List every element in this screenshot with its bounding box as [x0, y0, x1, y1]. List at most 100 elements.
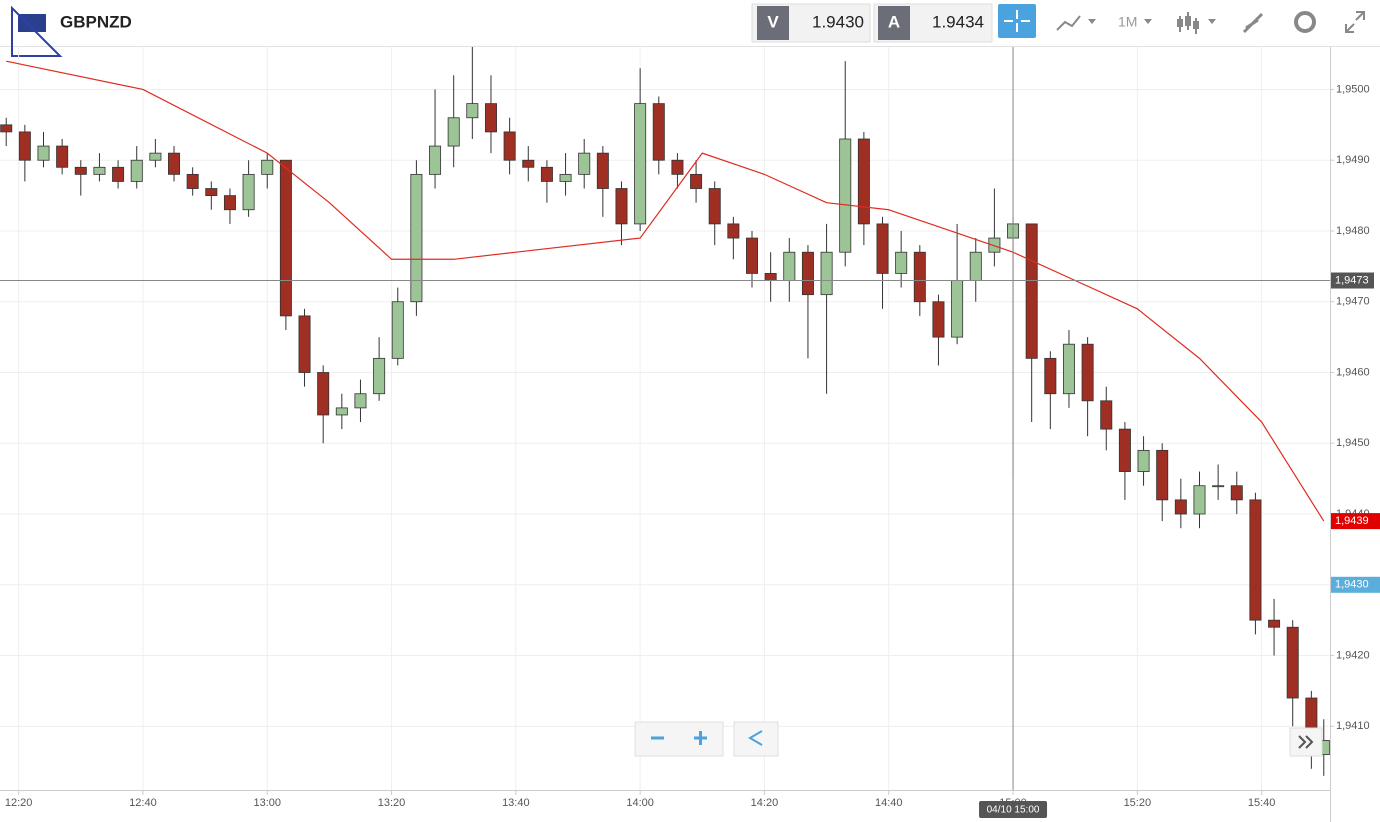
candle-body	[1230, 485, 1243, 501]
x-tick-label: 13:40	[502, 797, 530, 809]
flag-icon	[18, 14, 46, 32]
crosshair-x-label: 04/10 15:00	[987, 805, 1040, 816]
candle-body	[690, 173, 703, 189]
price-label: 1,9430	[1335, 579, 1369, 591]
candle-body	[484, 103, 497, 133]
toolbar	[0, 0, 1380, 47]
dropdown-arrow	[1088, 19, 1096, 24]
x-tick-label: 13:20	[378, 797, 406, 809]
candle-body	[652, 103, 665, 161]
y-tick-label: 1,9480	[1336, 225, 1370, 237]
candle-body	[820, 251, 833, 296]
candle-body	[1156, 449, 1169, 501]
candle-body	[895, 251, 908, 274]
interval-button[interactable]: 1M	[1118, 14, 1137, 30]
candle-body	[951, 280, 964, 338]
x-tick-label: 15:20	[1124, 797, 1152, 809]
candle-body	[988, 237, 1001, 253]
candle-icon	[1185, 16, 1191, 26]
share-button[interactable]	[733, 721, 779, 757]
candle-body	[634, 103, 647, 225]
candle-body	[1118, 428, 1131, 472]
y-tick-label: 1,9470	[1336, 296, 1370, 308]
zoom-in-button[interactable]	[694, 731, 707, 745]
candle-body	[1137, 449, 1150, 472]
candle-body	[242, 173, 255, 211]
candle-body	[429, 145, 442, 175]
corner-marker	[11, 5, 63, 57]
candle-body	[391, 301, 404, 359]
candle-body	[466, 103, 479, 119]
candle-body	[279, 159, 292, 317]
dropdown-arrow	[1208, 19, 1216, 24]
candle-body	[913, 251, 926, 303]
candle-body	[1081, 343, 1094, 402]
zoom-controls	[634, 721, 724, 757]
crosshair-button[interactable]	[998, 4, 1036, 38]
candle-body	[783, 251, 796, 281]
candle-body	[746, 237, 759, 274]
candle-body	[932, 301, 945, 338]
candle-body	[969, 251, 982, 281]
price-label: 1,9439	[1335, 515, 1369, 527]
y-tick-label: 1,9410	[1336, 720, 1370, 732]
price-box	[1330, 576, 1380, 593]
candle-body	[615, 188, 628, 225]
candle-body	[354, 393, 367, 409]
candle-body	[410, 173, 423, 303]
crosshair-icon	[1004, 10, 1030, 32]
fullscreen-button[interactable]	[1345, 11, 1365, 33]
candle-body	[373, 357, 386, 395]
candle-body	[130, 159, 143, 182]
bid-label: V	[767, 12, 779, 31]
ask-label: A	[888, 12, 900, 31]
candle-body	[876, 223, 889, 274]
candle-body	[18, 131, 31, 161]
x-tick-label: 14:20	[751, 797, 779, 809]
y-tick-label: 1,9460	[1336, 366, 1370, 378]
candle-body	[503, 131, 516, 161]
symbol: GBPNZD	[60, 12, 132, 31]
candle-body	[112, 166, 125, 182]
candle-body	[335, 407, 348, 416]
candle-body	[205, 188, 218, 196]
candle-body	[186, 173, 199, 189]
x-tick-label: 14:00	[626, 797, 654, 809]
scroll-icon	[1298, 735, 1314, 749]
candle-body	[857, 138, 870, 225]
dropdown-arrow	[1144, 19, 1152, 24]
candle-icon	[1177, 19, 1183, 27]
candle-body	[596, 152, 609, 189]
y-tick-label: 1,9420	[1336, 649, 1370, 661]
candle-body	[168, 152, 181, 175]
crosshair-y-label: 1,9473	[1335, 274, 1369, 286]
crosshair-y-box	[1330, 272, 1374, 289]
candle-body	[317, 372, 330, 416]
candle-body	[540, 166, 553, 182]
candle-body	[74, 166, 87, 175]
chart-type-button[interactable]	[1056, 15, 1081, 31]
candle-body	[671, 159, 684, 175]
candle-body	[1286, 626, 1299, 699]
candle-body	[1062, 343, 1075, 395]
share-icon	[748, 730, 763, 746]
candle-body	[801, 251, 814, 296]
candle-body	[0, 124, 13, 133]
candle-body	[223, 195, 236, 211]
candle-body	[1044, 357, 1057, 395]
candle-body	[708, 188, 721, 225]
bid-label-box	[757, 6, 789, 40]
settings-button[interactable]	[1294, 11, 1316, 33]
candle-body	[578, 152, 591, 175]
candle-body	[764, 273, 777, 281]
y-tick-label: 1,9490	[1336, 154, 1370, 166]
x-tick-label: 14:40	[875, 797, 903, 809]
x-tick-label: 12:20	[5, 797, 33, 809]
candle-body	[93, 166, 106, 175]
moving-average	[6, 60, 1325, 522]
candle-body	[298, 315, 311, 373]
candle-body	[1268, 619, 1281, 628]
candle-body	[149, 152, 162, 161]
draw-button[interactable]	[1242, 12, 1264, 34]
